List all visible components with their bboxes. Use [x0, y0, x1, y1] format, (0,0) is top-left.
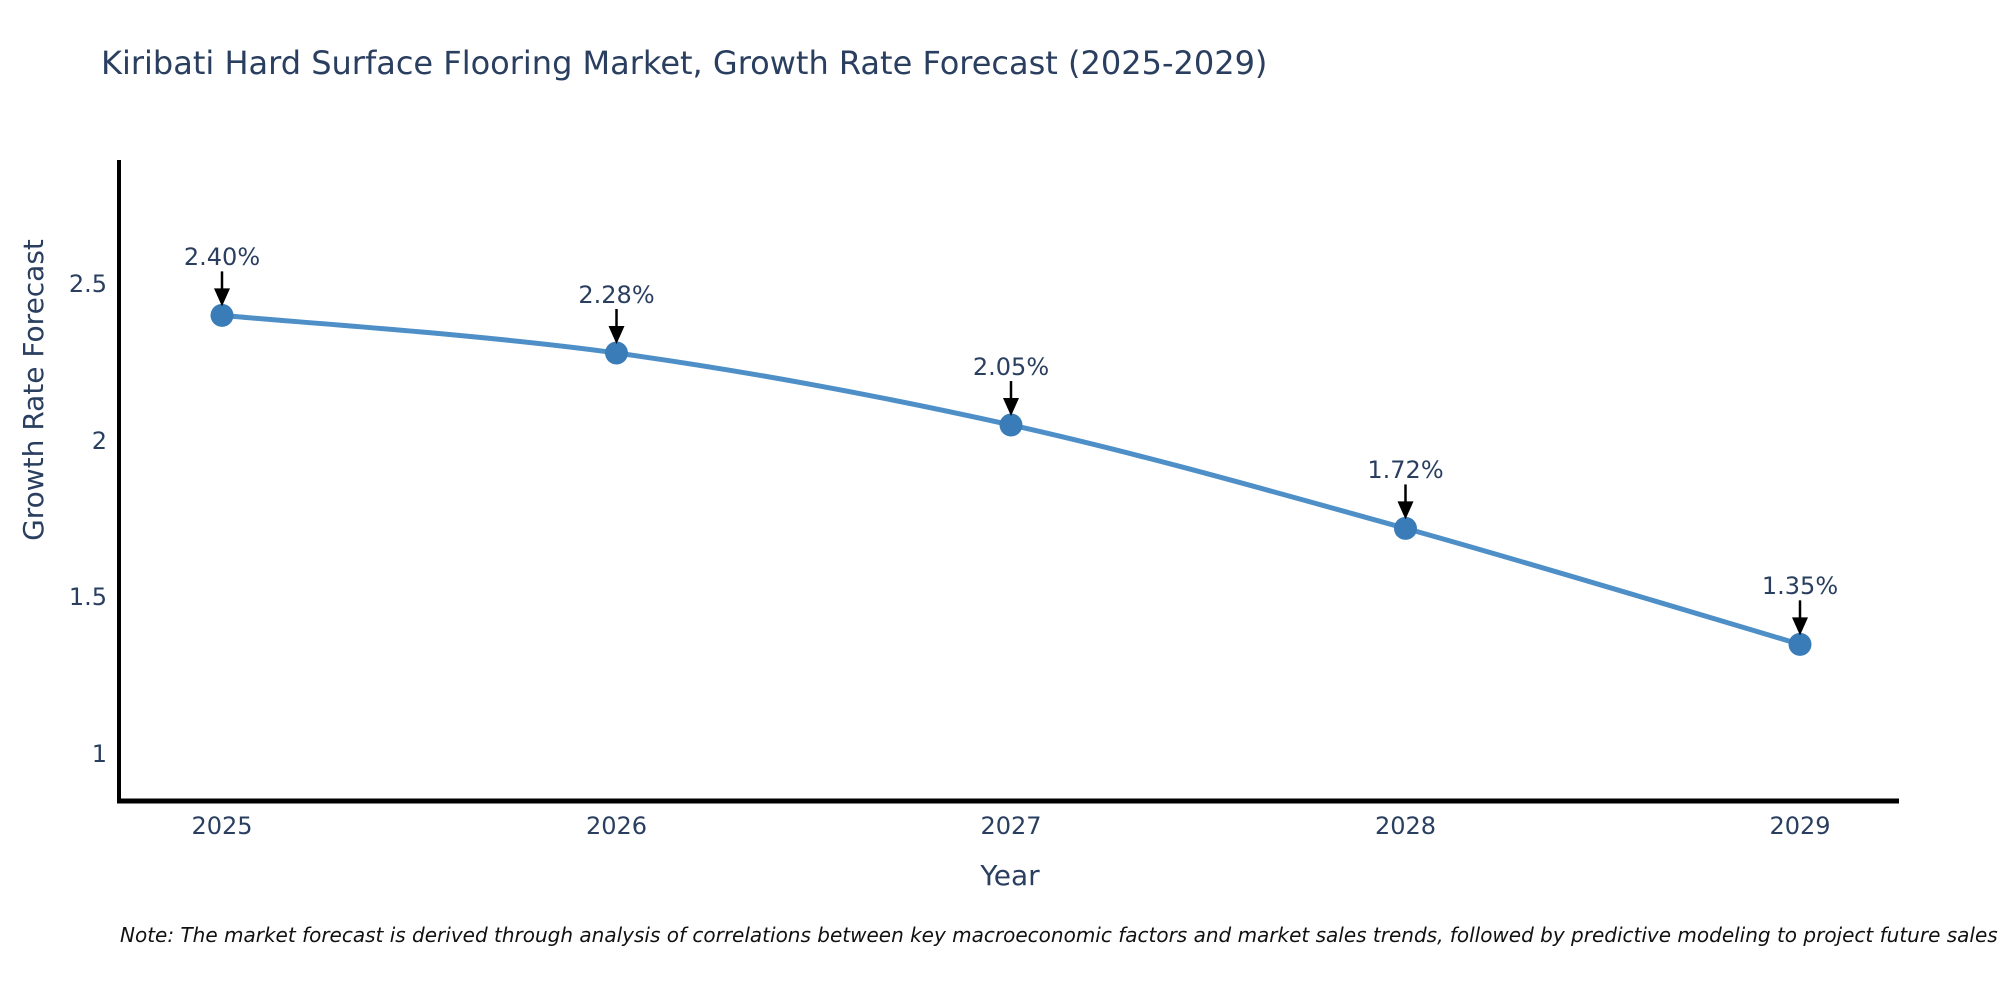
- data-point-marker: [1788, 632, 1812, 656]
- annotation-arrowhead: [1003, 398, 1019, 417]
- x-axis-title: Year: [980, 859, 1040, 892]
- footnote: Note: The market forecast is derived thr…: [120, 923, 1998, 947]
- y-tick-label: 1: [91, 740, 107, 768]
- point-annotation: 2.40%: [183, 243, 261, 272]
- data-point-marker: [999, 413, 1023, 437]
- y-tick-label: 1.5: [68, 583, 107, 612]
- data-point-marker: [210, 303, 234, 327]
- data-point-marker: [1394, 516, 1417, 540]
- x-tick-label: 2029: [1769, 812, 1831, 840]
- y-tick-label: 2.5: [68, 270, 107, 299]
- annotation-arrowhead: [1397, 501, 1414, 520]
- point-annotation: 2.28%: [578, 280, 655, 309]
- data-point-marker: [605, 341, 628, 365]
- y-axis-title: Growth Rate Forecast: [17, 239, 50, 541]
- x-tick-label: 2028: [1374, 812, 1437, 840]
- annotation-arrowhead: [1792, 617, 1808, 636]
- x-tick-label: 2025: [191, 812, 253, 840]
- point-annotation: 1.35%: [1761, 572, 1839, 601]
- annotation-arrowhead: [214, 288, 230, 307]
- chart-title: Kiribati Hard Surface Flooring Market, G…: [101, 44, 1268, 82]
- x-tick-label: 2027: [980, 812, 1042, 840]
- annotation-arrowhead: [608, 325, 625, 344]
- point-annotation: 2.05%: [972, 353, 1050, 382]
- point-annotation: 1.72%: [1367, 456, 1444, 485]
- x-tick-label: 2026: [585, 812, 648, 840]
- y-tick-label: 2: [91, 426, 107, 455]
